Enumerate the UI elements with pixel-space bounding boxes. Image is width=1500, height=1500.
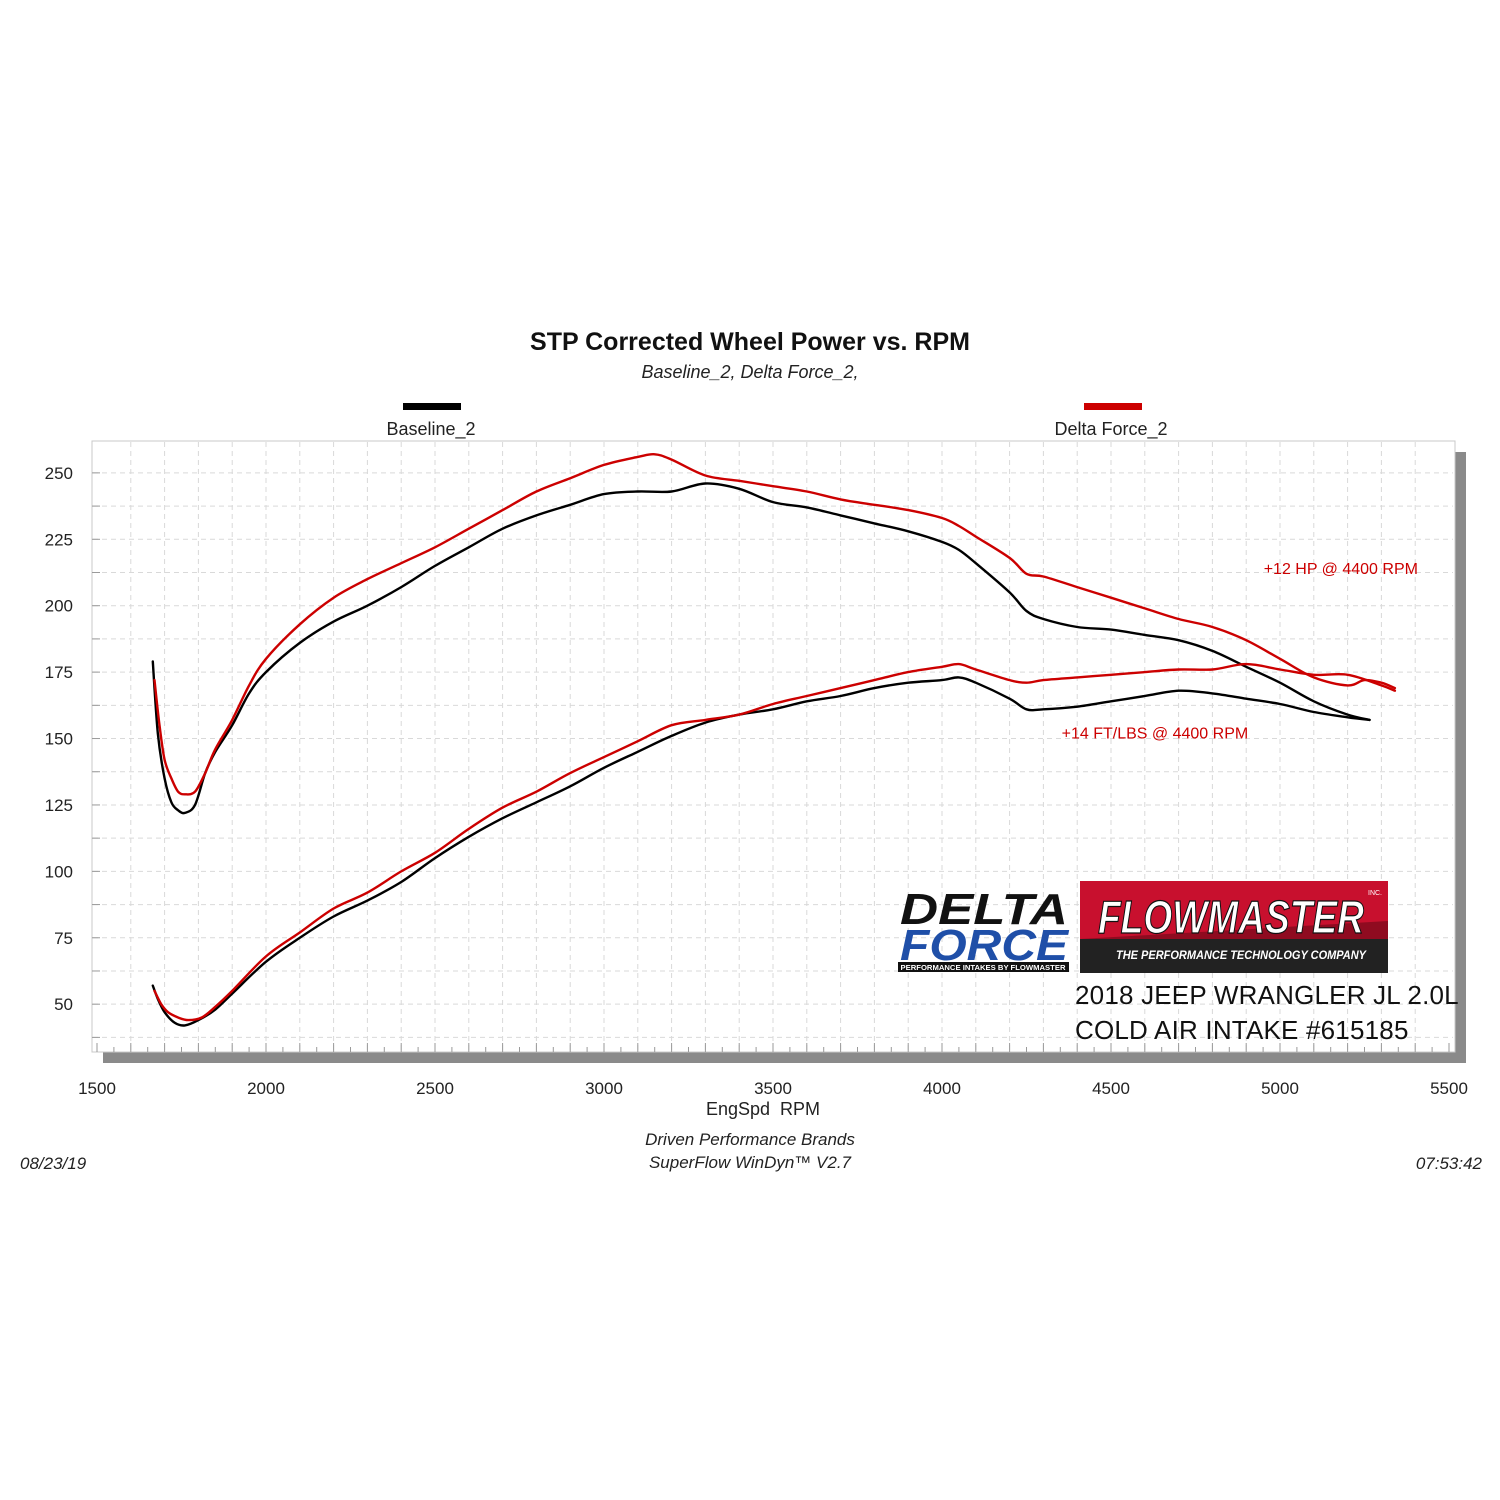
grid <box>93 442 1453 1051</box>
flowmaster-logo-name: FLOWMASTER <box>1098 891 1364 943</box>
flowmaster-logo-swoosh <box>1080 921 1388 939</box>
hp-gain-annotation: +12 HP @ 4400 RPM <box>1264 561 1418 578</box>
x-tick-label: 2000 <box>247 1079 285 1098</box>
y-tick-label: 250 <box>45 464 73 483</box>
torque-gain-annotation: +14 FT/LBS @ 4400 RPM <box>1062 726 1249 743</box>
legend-label-baseline: Baseline_2 <box>386 419 476 439</box>
footer-company: Driven Performance Brands <box>645 1130 855 1149</box>
flowmaster-logo: FLOWMASTER INC. THE PERFORMANCE TECHNOLO… <box>1080 881 1388 973</box>
product-caption: COLD AIR INTAKE #615185 <box>1075 1015 1409 1045</box>
y-tick-label: 100 <box>45 862 73 881</box>
delta-force-logo-line1: DELTA <box>900 885 1068 934</box>
minor-ticks <box>92 472 1450 1052</box>
footer-software: SuperFlow WinDyn™ V2.7 <box>648 1153 852 1172</box>
footer-date: 08/23/19 <box>20 1154 87 1173</box>
x-tick-label: 3500 <box>754 1079 792 1098</box>
y-tick-label: 225 <box>45 530 73 549</box>
legend-swatch-baseline <box>403 403 461 410</box>
tick-labels: 1500 2000 2500 3000 3500 4000 4500 5000 5500 50 75… <box>45 464 1468 1098</box>
legend-swatch-delta-force <box>1084 403 1142 410</box>
flowmaster-logo-tagline: THE PERFORMANCE TECHNOLOGY COMPANY <box>1116 950 1367 962</box>
plot-shadow-right <box>1455 452 1466 1063</box>
x-axis-label: EngSpd RPM <box>706 1099 820 1119</box>
x-tick-label: 2500 <box>416 1079 454 1098</box>
annotations: +12 HP @ 4400 RPM +14 FT/LBS @ 4400 RPM <box>1062 561 1418 743</box>
y-tick-label: 200 <box>45 597 73 616</box>
x-tick-label: 4000 <box>923 1079 961 1098</box>
delta-force-tagline-bar <box>898 962 1069 972</box>
flowmaster-logo-inc: INC. <box>1368 890 1382 897</box>
footer-time: 07:53:42 <box>1415 1154 1482 1173</box>
x-tick-label: 5000 <box>1261 1079 1299 1098</box>
y-tick-label: 50 <box>54 995 73 1014</box>
x-tick-label: 1500 <box>78 1079 116 1098</box>
y-tick-label: 150 <box>45 730 73 749</box>
delta-force-torque-line <box>153 662 1397 1022</box>
chart-subtitle: Baseline_2, Delta Force_2, <box>641 362 859 382</box>
delta-force-logo-line2: FORCE <box>900 921 1070 970</box>
vehicle-caption: 2018 JEEP WRANGLER JL 2.0L <box>1075 980 1459 1010</box>
x-tick-label: 5500 <box>1430 1079 1468 1098</box>
plot-shadow-bottom <box>103 1052 1466 1063</box>
y-tick-label: 175 <box>45 663 73 682</box>
x-tick-label: 3000 <box>585 1079 623 1098</box>
legend-label-delta-force: Delta Force_2 <box>1054 419 1168 439</box>
y-tick-label: 125 <box>45 796 73 815</box>
delta-force-logo-tagline: PERFORMANCE INTAKES BY FLOWMASTER <box>901 963 1067 972</box>
x-tick-label: 4500 <box>1092 1079 1130 1098</box>
chart-title: STP Corrected Wheel Power vs. RPM <box>530 328 970 356</box>
flowmaster-logo-dark <box>1080 939 1388 973</box>
series-lines <box>151 452 1397 1027</box>
delta-force-power-line <box>153 452 1397 796</box>
delta-force-logo: DELTA FORCE PERFORMANCE INTAKES BY FLOWM… <box>898 885 1070 972</box>
y-tick-label: 75 <box>54 929 73 948</box>
